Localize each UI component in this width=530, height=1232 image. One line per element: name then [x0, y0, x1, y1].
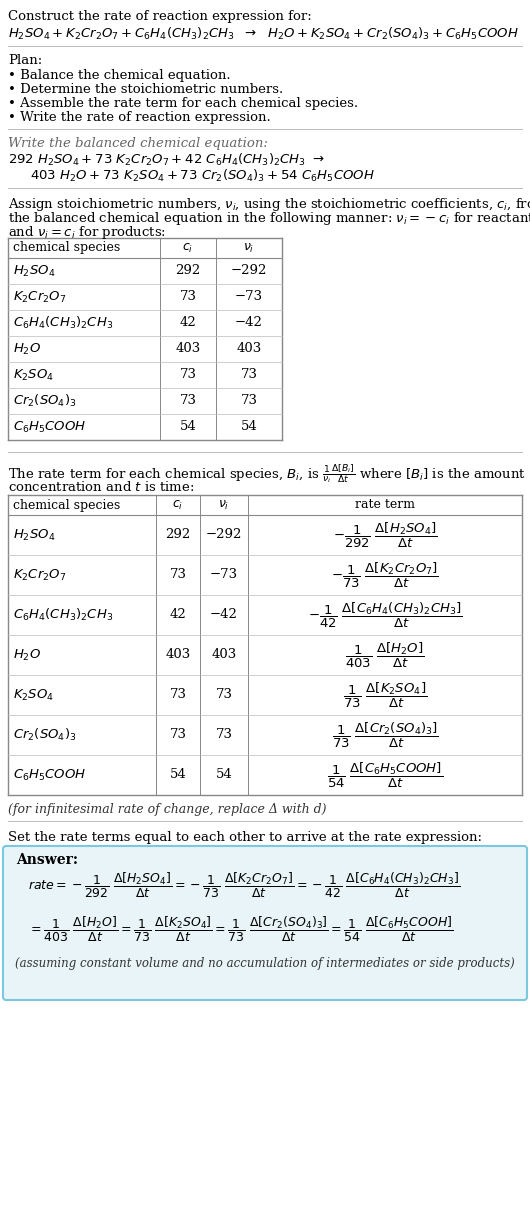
Text: chemical species: chemical species	[13, 499, 120, 511]
Text: 42: 42	[180, 317, 197, 329]
Text: 73: 73	[241, 394, 258, 408]
Text: $= \dfrac{1}{403}\ \dfrac{\Delta[H_2O]}{\Delta t} = \dfrac{1}{73}\ \dfrac{\Delta: $= \dfrac{1}{403}\ \dfrac{\Delta[H_2O]}{…	[28, 915, 453, 944]
Text: 42: 42	[170, 609, 187, 621]
Text: • Write the rate of reaction expression.: • Write the rate of reaction expression.	[8, 111, 271, 124]
Text: $K_2Cr_2O_7$: $K_2Cr_2O_7$	[13, 290, 66, 304]
Text: rate term: rate term	[355, 499, 415, 511]
Text: $\dfrac{1}{73}\ \dfrac{\Delta[K_2SO_4]}{\Delta t}$: $\dfrac{1}{73}\ \dfrac{\Delta[K_2SO_4]}{…	[343, 680, 427, 710]
Text: $K_2Cr_2O_7$: $K_2Cr_2O_7$	[13, 568, 66, 583]
Text: Plan:: Plan:	[8, 54, 42, 67]
Text: $H_2SO_4 + K_2Cr_2O_7 + C_6H_4(CH_3)_2CH_3\ \ \rightarrow\ \ H_2O + K_2SO_4 + Cr: $H_2SO_4 + K_2Cr_2O_7 + C_6H_4(CH_3)_2CH…	[8, 26, 519, 42]
Text: 73: 73	[180, 394, 197, 408]
Text: $K_2SO_4$: $K_2SO_4$	[13, 367, 54, 383]
Text: Write the balanced chemical equation:: Write the balanced chemical equation:	[8, 137, 268, 150]
Text: −42: −42	[210, 609, 238, 621]
Text: Answer:: Answer:	[16, 853, 78, 867]
Text: 54: 54	[170, 769, 187, 781]
Text: Assign stoichiometric numbers, $\nu_i$, using the stoichiometric coefficients, $: Assign stoichiometric numbers, $\nu_i$, …	[8, 196, 530, 213]
Text: 403: 403	[236, 342, 262, 356]
Text: −73: −73	[235, 291, 263, 303]
Text: 54: 54	[241, 420, 258, 434]
FancyBboxPatch shape	[3, 846, 527, 1000]
Text: $\dfrac{1}{54}\ \dfrac{\Delta[C_6H_5COOH]}{\Delta t}$: $\dfrac{1}{54}\ \dfrac{\Delta[C_6H_5COOH…	[327, 760, 443, 790]
Text: 403: 403	[175, 342, 201, 356]
Text: 54: 54	[180, 420, 197, 434]
Text: (for infinitesimal rate of change, replace Δ with d): (for infinitesimal rate of change, repla…	[8, 803, 326, 816]
Text: $H_2O$: $H_2O$	[13, 341, 41, 356]
Text: 73: 73	[241, 368, 258, 382]
Text: $\dfrac{1}{403}\ \dfrac{\Delta[H_2O]}{\Delta t}$: $\dfrac{1}{403}\ \dfrac{\Delta[H_2O]}{\D…	[346, 641, 425, 670]
Text: 292: 292	[175, 265, 201, 277]
Text: 292: 292	[165, 529, 191, 542]
Text: $\nu_i$: $\nu_i$	[218, 499, 229, 511]
Text: $\dfrac{1}{73}\ \dfrac{\Delta[Cr_2(SO_4)_3]}{\Delta t}$: $\dfrac{1}{73}\ \dfrac{\Delta[Cr_2(SO_4)…	[332, 721, 438, 749]
Text: −292: −292	[231, 265, 267, 277]
Text: $rate = -\dfrac{1}{292}\ \dfrac{\Delta[H_2SO_4]}{\Delta t} = -\dfrac{1}{73}\ \df: $rate = -\dfrac{1}{292}\ \dfrac{\Delta[H…	[28, 871, 460, 901]
Text: 73: 73	[170, 568, 187, 582]
Text: 73: 73	[170, 689, 187, 701]
Text: Construct the rate of reaction expression for:: Construct the rate of reaction expressio…	[8, 10, 312, 23]
Text: 73: 73	[216, 689, 233, 701]
Text: $-\dfrac{1}{73}\ \dfrac{\Delta[K_2Cr_2O_7]}{\Delta t}$: $-\dfrac{1}{73}\ \dfrac{\Delta[K_2Cr_2O_…	[331, 561, 439, 590]
Text: The rate term for each chemical species, $B_i$, is $\frac{1}{\nu_i}\frac{\Delta[: The rate term for each chemical species,…	[8, 462, 526, 485]
Text: and $\nu_i = c_i$ for products:: and $\nu_i = c_i$ for products:	[8, 224, 166, 241]
Text: $K_2SO_4$: $K_2SO_4$	[13, 687, 54, 702]
Text: 73: 73	[216, 728, 233, 742]
Text: 73: 73	[180, 368, 197, 382]
Text: • Determine the stoichiometric numbers.: • Determine the stoichiometric numbers.	[8, 83, 283, 96]
Text: 403: 403	[165, 648, 191, 662]
Text: 54: 54	[216, 769, 232, 781]
Text: concentration and $t$ is time:: concentration and $t$ is time:	[8, 480, 195, 494]
Text: $-\dfrac{1}{292}\ \dfrac{\Delta[H_2SO_4]}{\Delta t}$: $-\dfrac{1}{292}\ \dfrac{\Delta[H_2SO_4]…	[333, 520, 437, 549]
Text: $H_2SO_4$: $H_2SO_4$	[13, 527, 56, 542]
Text: 73: 73	[170, 728, 187, 742]
Text: the balanced chemical equation in the following manner: $\nu_i = -c_i$ for react: the balanced chemical equation in the fo…	[8, 209, 530, 227]
Text: $C_6H_5COOH$: $C_6H_5COOH$	[13, 419, 86, 435]
Text: (assuming constant volume and no accumulation of intermediates or side products): (assuming constant volume and no accumul…	[15, 957, 515, 970]
Text: −73: −73	[210, 568, 238, 582]
Text: $292\ H_2SO_4 + 73\ K_2Cr_2O_7 + 42\ C_6H_4(CH_3)_2CH_3\ \rightarrow$: $292\ H_2SO_4 + 73\ K_2Cr_2O_7 + 42\ C_6…	[8, 152, 324, 168]
Text: $-\dfrac{1}{42}\ \dfrac{\Delta[C_6H_4(CH_3)_2CH_3]}{\Delta t}$: $-\dfrac{1}{42}\ \dfrac{\Delta[C_6H_4(CH…	[307, 600, 462, 630]
Text: $H_2O$: $H_2O$	[13, 648, 41, 663]
Text: • Balance the chemical equation.: • Balance the chemical equation.	[8, 69, 231, 83]
Text: $C_6H_4(CH_3)_2CH_3$: $C_6H_4(CH_3)_2CH_3$	[13, 607, 113, 623]
Text: $c_i$: $c_i$	[172, 499, 183, 511]
Text: −292: −292	[206, 529, 242, 542]
Text: chemical species: chemical species	[13, 241, 120, 255]
Text: 403: 403	[211, 648, 236, 662]
Text: $\nu_i$: $\nu_i$	[243, 241, 255, 255]
Text: $403\ H_2O + 73\ K_2SO_4 + 73\ Cr_2(SO_4)_3 + 54\ C_6H_5COOH$: $403\ H_2O + 73\ K_2SO_4 + 73\ Cr_2(SO_4…	[30, 168, 375, 184]
Text: $H_2SO_4$: $H_2SO_4$	[13, 264, 56, 278]
Text: $Cr_2(SO_4)_3$: $Cr_2(SO_4)_3$	[13, 393, 77, 409]
Text: $C_6H_4(CH_3)_2CH_3$: $C_6H_4(CH_3)_2CH_3$	[13, 315, 113, 331]
Text: 73: 73	[180, 291, 197, 303]
Text: $Cr_2(SO_4)_3$: $Cr_2(SO_4)_3$	[13, 727, 77, 743]
Text: $c_i$: $c_i$	[182, 241, 193, 255]
Text: Set the rate terms equal to each other to arrive at the rate expression:: Set the rate terms equal to each other t…	[8, 832, 482, 844]
Text: −42: −42	[235, 317, 263, 329]
Text: • Assemble the rate term for each chemical species.: • Assemble the rate term for each chemic…	[8, 97, 358, 110]
Text: $C_6H_5COOH$: $C_6H_5COOH$	[13, 768, 86, 782]
